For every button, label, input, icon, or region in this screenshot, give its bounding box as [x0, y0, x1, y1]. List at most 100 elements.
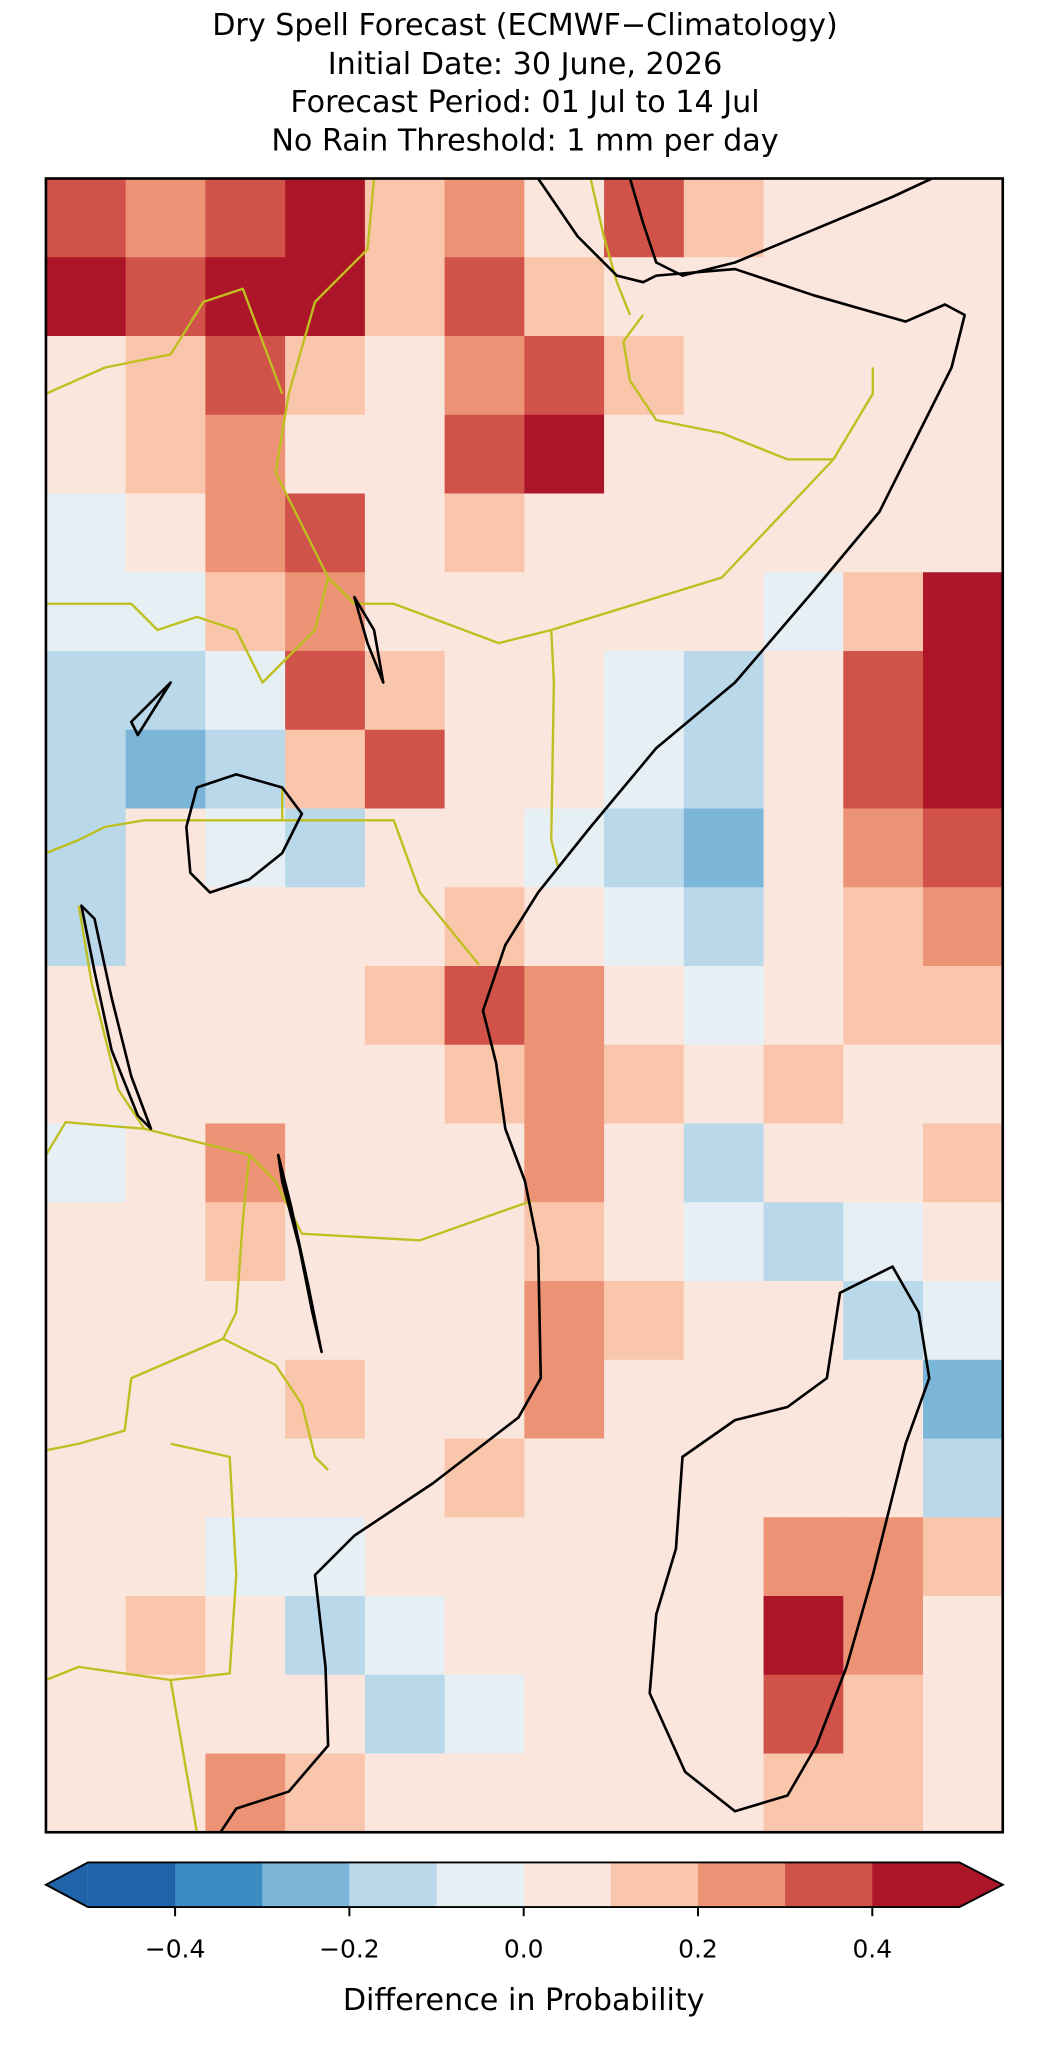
- cell: [763, 1202, 844, 1282]
- cell: [843, 651, 924, 731]
- lake: [185, 773, 304, 894]
- cell: [444, 887, 525, 967]
- cell: [125, 178, 207, 258]
- cell: [763, 336, 844, 416]
- cell: [205, 1753, 286, 1833]
- colorbar-segment: [872, 1862, 960, 1908]
- cell: [444, 336, 525, 416]
- colorbar-tick-label: 0.2: [678, 1934, 718, 1963]
- field: [45, 178, 1003, 1833]
- cell: [364, 887, 446, 967]
- cell: [125, 887, 207, 967]
- cell: [604, 178, 685, 258]
- cell: [205, 414, 286, 495]
- cell: [444, 1281, 525, 1361]
- cell: [125, 1438, 207, 1518]
- cell: [444, 1044, 525, 1125]
- cell: [364, 572, 446, 652]
- border: [622, 314, 834, 461]
- cell: [364, 1596, 446, 1676]
- cell: [604, 414, 685, 495]
- cell: [364, 1281, 446, 1361]
- cell: [604, 493, 685, 573]
- cell: [125, 336, 207, 416]
- colorbar-segment: [785, 1862, 873, 1908]
- cell: [364, 1359, 446, 1440]
- cell: [45, 572, 127, 652]
- colorbar-outline: [43, 1861, 1005, 1909]
- cell: [45, 178, 127, 258]
- cell: [604, 966, 685, 1046]
- cell: [683, 1044, 765, 1125]
- cell: [843, 1202, 924, 1282]
- cell: [205, 887, 286, 967]
- colorbar-segment: [697, 1862, 786, 1908]
- cell: [205, 1359, 286, 1440]
- cell: [683, 966, 765, 1046]
- cell: [683, 336, 765, 416]
- cell: [604, 1281, 685, 1361]
- cell: [364, 651, 446, 731]
- border: [45, 1154, 251, 1452]
- cell: [604, 1438, 685, 1518]
- cell: [843, 1674, 924, 1755]
- cell: [843, 1044, 924, 1125]
- cell: [923, 729, 1003, 810]
- cell: [444, 1753, 525, 1833]
- cell: [763, 1359, 844, 1440]
- cell: [205, 1596, 286, 1676]
- cell: [843, 257, 924, 337]
- cell: [683, 1753, 765, 1833]
- cell: [524, 1674, 605, 1755]
- cell: [125, 1359, 207, 1440]
- cell: [45, 651, 127, 731]
- cell: [923, 1123, 1003, 1203]
- cell: [763, 966, 844, 1046]
- cell: [923, 1596, 1003, 1676]
- cell: [45, 1281, 127, 1361]
- cell: [843, 1123, 924, 1203]
- title-line: Forecast Period: 01 Jul to 14 Jul: [290, 85, 759, 120]
- cell: [683, 887, 765, 967]
- cell: [843, 414, 924, 495]
- cell: [125, 1123, 207, 1203]
- cell: [524, 1596, 605, 1676]
- cell: [125, 1517, 207, 1597]
- cell: [444, 1517, 525, 1597]
- cell: [364, 1202, 446, 1282]
- cell: [524, 966, 605, 1046]
- cell: [444, 1123, 525, 1203]
- cell: [285, 966, 366, 1046]
- cell: [763, 808, 844, 888]
- cell: [604, 651, 685, 731]
- colorbar-tick-label: −0.4: [145, 1934, 206, 1963]
- colorbar-segment: [349, 1862, 438, 1908]
- cell: [45, 729, 127, 810]
- cell: [205, 1281, 286, 1361]
- cell: [364, 1123, 446, 1203]
- cell: [843, 966, 924, 1046]
- coastline: [628, 178, 933, 277]
- cell: [285, 1517, 366, 1597]
- cell: [45, 1438, 127, 1518]
- cell: [125, 257, 207, 337]
- title-line: No Rain Threshold: 1 mm per day: [271, 123, 778, 158]
- cell: [923, 887, 1003, 967]
- cell: [524, 336, 605, 416]
- cell: [524, 493, 605, 573]
- cell: [843, 572, 924, 652]
- cell: [923, 1674, 1003, 1755]
- cell: [843, 1281, 924, 1361]
- colorbar-tick-label: −0.2: [319, 1934, 380, 1963]
- cell: [125, 1281, 207, 1361]
- cell: [205, 572, 286, 652]
- cell: [285, 1123, 366, 1203]
- cell: [364, 257, 446, 337]
- cell: [604, 808, 685, 888]
- cell: [683, 729, 765, 810]
- cell: [205, 729, 286, 810]
- lake: [353, 595, 385, 684]
- cell: [923, 808, 1003, 888]
- cell: [843, 729, 924, 810]
